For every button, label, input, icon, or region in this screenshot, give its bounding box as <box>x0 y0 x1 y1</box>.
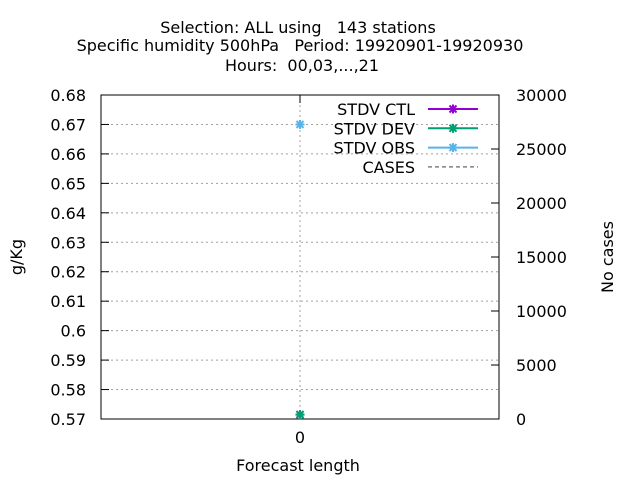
legend-entry-stdv-dev: STDV DEV <box>334 119 478 138</box>
legend-marker <box>448 123 458 133</box>
y-tick-label: 0.61 <box>50 292 86 311</box>
grid <box>101 95 499 419</box>
y-axis: 0.57 0.58 0.59 0.6 0.61 0.62 0.63 0.64 0.65 0.66 0… <box>50 86 109 429</box>
y-tick-label: 0.62 <box>50 263 86 282</box>
y-tick-label: 0.67 <box>50 115 86 134</box>
legend-label: STDV DEV <box>334 119 415 138</box>
legend-entry-cases: CASES <box>362 158 478 177</box>
y-tick-label: 0.65 <box>50 174 86 193</box>
y2-tick-label: 10000 <box>516 302 567 321</box>
y-axis-label: g/Kg <box>7 239 26 275</box>
y2-tick-label: 30000 <box>516 86 567 105</box>
chart-title: Selection: ALL using 143 stations Specif… <box>77 18 524 75</box>
x-tick-label: 0 <box>295 428 305 447</box>
y2-axis: 0 5000 10000 15000 20000 25000 30000 <box>491 86 567 429</box>
x-axis-label: Forecast length <box>236 456 360 475</box>
y-tick-label: 0.57 <box>50 410 86 429</box>
y-tick-label: 0.68 <box>50 86 86 105</box>
title-line-2: Specific humidity 500hPa Period: 1992090… <box>77 36 524 55</box>
legend-marker <box>448 143 458 153</box>
y-tick-label: 0.64 <box>50 204 86 223</box>
legend-label: STDV OBS <box>334 139 415 158</box>
y-tick-label: 0.63 <box>50 233 86 252</box>
legend-marker <box>448 104 458 114</box>
y2-tick-label: 0 <box>516 410 526 429</box>
data-point-stdv-dev <box>295 410 305 420</box>
legend-label: CASES <box>362 158 415 177</box>
y2-tick-label: 15000 <box>516 248 567 267</box>
y2-tick-label: 5000 <box>516 356 557 375</box>
y-tick-label: 0.58 <box>50 381 86 400</box>
legend-label: STDV CTL <box>337 100 415 119</box>
legend-entry-stdv-ctl: STDV CTL <box>337 100 478 119</box>
title-line-1: Selection: ALL using 143 stations <box>160 18 436 37</box>
title-line-3: Hours: 00,03,...,21 <box>225 56 379 75</box>
y2-tick-label: 20000 <box>516 194 567 213</box>
data-point-stdv-obs <box>295 119 305 129</box>
series-stdv-dev <box>295 410 305 420</box>
y2-tick-label: 25000 <box>516 140 567 159</box>
legend-entry-stdv-obs: STDV OBS <box>334 139 478 158</box>
y2-axis-label: No cases <box>598 221 617 293</box>
y-tick-label: 0.59 <box>50 351 86 370</box>
y-tick-label: 0.6 <box>61 322 86 341</box>
y-tick-label: 0.66 <box>50 145 86 164</box>
series-stdv-obs <box>295 119 305 129</box>
series-layer <box>295 119 305 420</box>
